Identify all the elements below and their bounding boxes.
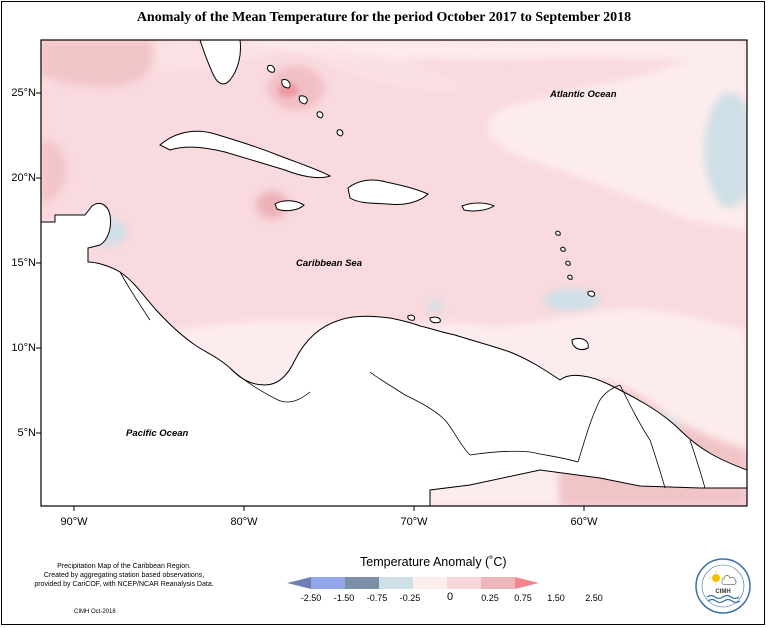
map-title: Anomaly of the Mean Temperature for the … (136, 10, 632, 25)
lon-label-60w: 60°W (570, 516, 598, 528)
legend-swatch (447, 577, 481, 589)
lat-ticks (36, 92, 41, 434)
legend-swatch (481, 577, 515, 589)
atlantic-ocean-label: Atlantic Ocean (550, 89, 617, 100)
lat-label-10n: 10°N (11, 342, 36, 354)
legend-tick-label: -0.25 (399, 593, 421, 603)
wave-icon (706, 594, 740, 600)
legend-arrow-high (515, 577, 539, 589)
legend-arrow-low (287, 577, 311, 589)
lat-label-5n: 5°N (17, 427, 36, 439)
land-mask (41, 40, 747, 506)
legend-swatch (413, 577, 447, 589)
logo-text: CIMH (715, 589, 730, 595)
legend-tick-label: 1.50 (547, 593, 565, 603)
country-borders (119, 271, 706, 489)
caribbean-sea-label: Caribbean Sea (296, 258, 362, 269)
caption-line-1: Precipitation Map of the Caribbean Regio… (57, 563, 191, 570)
caption-line-2: Created by aggregating station based obs… (43, 572, 205, 579)
legend-tick-label: -0.75 (366, 593, 388, 603)
legend-tick-label: -1.50 (333, 593, 355, 603)
map-caption: Precipitation Map of the Caribbean Regio… (10, 562, 238, 589)
pacific-ocean-label: Pacific Ocean (126, 428, 189, 439)
lon-label-70w: 70°W (400, 516, 428, 528)
legend-tick-label: 0 (446, 591, 454, 603)
lon-label-80w: 80°W (230, 516, 258, 528)
lon-label-90w: 90°W (60, 516, 88, 528)
legend-swatch (311, 577, 345, 589)
caption-line-3: provided by CariCOF, with NCEP/NCAR Rean… (34, 581, 214, 588)
credit-text: CIMH Oct-2018 (74, 609, 116, 615)
lon-ticks (73, 506, 585, 511)
legend-swatch (379, 577, 413, 589)
legend-tick-label: 2.50 (585, 593, 603, 603)
legend-swatch (345, 577, 379, 589)
cloud-icon (721, 575, 737, 585)
legend-tick-label: 0.25 (481, 593, 499, 603)
map-frame (40, 39, 748, 507)
lat-label-20n: 20°N (11, 172, 36, 184)
legend-colorbar (287, 577, 539, 589)
lat-label-25n: 25°N (11, 87, 36, 99)
legend-title: Temperature Anomaly (˚C) (360, 555, 507, 569)
lat-label-15n: 15°N (11, 257, 36, 269)
legend-tick-label: -2.50 (300, 593, 322, 603)
legend-tick-label: 0.75 (514, 593, 532, 603)
sun-icon (712, 574, 720, 582)
cimh-logo: CIMH (695, 558, 751, 614)
